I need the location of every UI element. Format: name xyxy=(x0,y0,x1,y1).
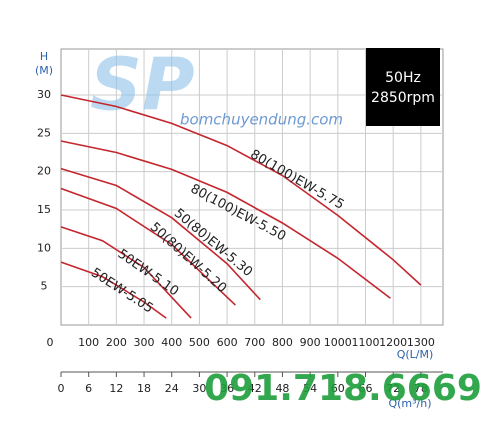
x-tick-label: 400 xyxy=(161,336,182,349)
x2-tick-label: 42 xyxy=(248,382,262,395)
x2-tick-label: 72 xyxy=(386,382,400,395)
y-tick-label: 20 xyxy=(37,165,51,178)
x2-tick-label: 12 xyxy=(109,382,123,395)
curve xyxy=(60,94,422,286)
x2-tick-label: 48 xyxy=(275,382,289,395)
x-tick-label: 500 xyxy=(189,336,210,349)
x2-tick-label: 66 xyxy=(358,382,372,395)
x-tick-label: 1100 xyxy=(351,336,379,349)
x2-tick-label: 60 xyxy=(331,382,345,395)
curve xyxy=(60,187,236,306)
x2-tick-label: 54 xyxy=(303,382,317,395)
y-tick-label: 10 xyxy=(37,241,51,254)
curve xyxy=(60,226,192,319)
curve xyxy=(60,140,391,299)
y-tick-label: 25 xyxy=(37,126,51,139)
x2-tick-label: 30 xyxy=(192,382,206,395)
plot-frame xyxy=(60,48,444,326)
x-tick-label: 0 xyxy=(47,336,54,349)
x-tick-label: 800 xyxy=(272,336,293,349)
x2-label: Q(m³/h) xyxy=(388,397,431,410)
x-tick-label: 100 xyxy=(78,336,99,349)
x-tick-label: 600 xyxy=(217,336,238,349)
info-box xyxy=(366,48,440,126)
x2-tick-label: 36 xyxy=(220,382,234,395)
x2-tick-label: 6 xyxy=(85,382,92,395)
info-text: 50Hz xyxy=(385,70,421,86)
x2-tick-label: 18 xyxy=(137,382,151,395)
y-tick-label: 30 xyxy=(37,88,51,101)
x-label: Q(L/M) xyxy=(397,348,434,361)
x-tick-label: 200 xyxy=(106,336,127,349)
curve-label: 80(100)EW-5.75 xyxy=(247,147,346,213)
y-tick-label: 5 xyxy=(41,280,48,293)
info-text: 2850rpm xyxy=(371,90,435,106)
watermark-site: bomchuyendung.com xyxy=(180,111,343,129)
x2-tick-label: 78 xyxy=(414,382,428,395)
x-tick-label: 700 xyxy=(244,336,265,349)
x-tick-label: 900 xyxy=(300,336,321,349)
x-tick-label: 1300 xyxy=(407,336,435,349)
y-label: H xyxy=(40,50,48,63)
x2-tick-label: 0 xyxy=(58,382,65,395)
x2-tick-label: 24 xyxy=(165,382,179,395)
x-tick-label: 300 xyxy=(134,336,155,349)
curve xyxy=(60,167,261,301)
watermark-logo: SP xyxy=(90,43,195,127)
x-tick-label: 1000 xyxy=(324,336,352,349)
y-label: (M) xyxy=(35,64,53,77)
y-tick-label: 15 xyxy=(37,203,51,216)
curve xyxy=(60,261,167,319)
phone-number: 091.718.6669 xyxy=(204,368,482,409)
x-tick-label: 1200 xyxy=(379,336,407,349)
